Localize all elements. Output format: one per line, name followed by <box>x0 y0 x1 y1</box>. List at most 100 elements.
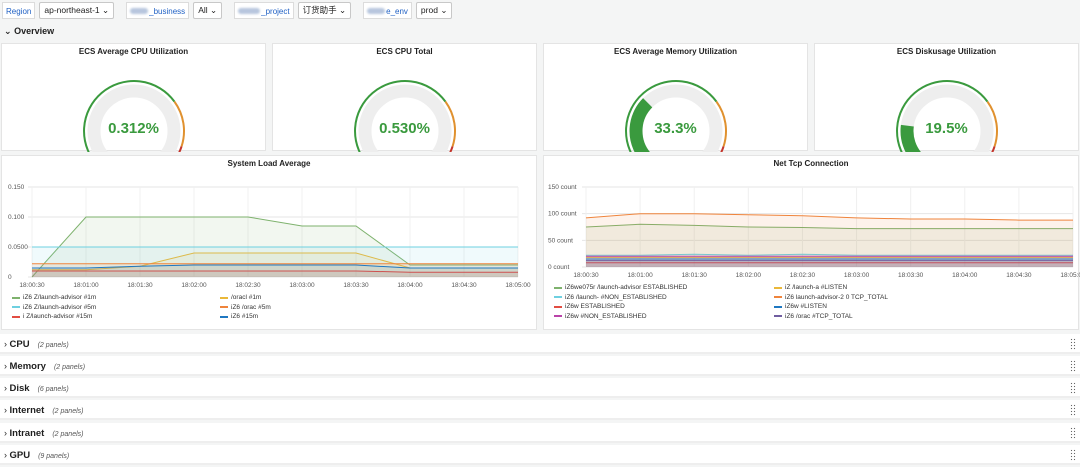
legend-swatch <box>774 286 782 289</box>
legend-swatch <box>774 305 782 308</box>
row-gpu[interactable]: › GPU (9 panels) <box>0 445 1080 465</box>
gauge-track <box>87 84 181 152</box>
row-disk[interactable]: › Disk (6 panels) <box>0 378 1080 398</box>
x-tick-label: 18:01:00 <box>73 282 99 289</box>
legend-item[interactable]: iZ6 /orac #5m <box>220 304 271 311</box>
threshold-green <box>625 80 718 152</box>
legend-item[interactable]: iZ6 /orac #TCP_TOTAL <box>774 313 853 320</box>
net-tcp-panel[interactable]: Net Tcp Connection 150 count 100 count 50 … <box>543 155 1080 330</box>
y-tick-label: 50 count <box>548 237 573 244</box>
legend-label: iZ6w ESTABLISHED <box>565 303 625 310</box>
row-intranet[interactable]: › Intranet (2 panels) <box>0 423 1080 443</box>
legend-item[interactable]: iZ6w ESTABLISHED <box>554 303 625 310</box>
x-tick-label: 18:04:30 <box>451 282 477 289</box>
threshold-orange <box>715 101 727 147</box>
series-area <box>586 256 1073 267</box>
redacted-text <box>367 8 386 15</box>
project-value: 订货助手 <box>302 4 337 15</box>
region-select[interactable]: ap-northeast-1 ⌄ <box>39 1 115 19</box>
system-load-chart: 0.150 0.100 0.0500 0 18:00:30 18:01:00 18:01:3… <box>8 184 531 289</box>
legend-swatch <box>220 315 228 318</box>
row-internet[interactable]: › Internet (2 panels) <box>0 400 1080 420</box>
series-area <box>586 260 1073 267</box>
x-tick-label: 18:04:30 <box>1006 272 1032 279</box>
business-select[interactable]: All ⌄ <box>193 1 223 19</box>
gauge-value-arc <box>629 98 653 152</box>
drag-handle-icon[interactable] <box>1070 427 1076 439</box>
variables-bar: Region ap-northeast-1 ⌄ _business All ⌄ … <box>0 0 1080 20</box>
legend-item[interactable]: i Z/launch-advisor #15m <box>12 313 92 320</box>
x-tick-label: 18:00:30 <box>573 272 599 279</box>
x-tick-label: 18:01:30 <box>127 282 153 289</box>
legend-swatch <box>554 315 562 317</box>
legend-item[interactable]: iZ6w #LISTEN <box>774 303 827 310</box>
legend-item[interactable]: iZ6 /launch- #NON_ESTABLISHED <box>554 294 667 301</box>
redacted-text <box>130 8 149 15</box>
gauge-chart <box>896 80 998 152</box>
drag-handle-icon[interactable] <box>1070 338 1076 350</box>
legend-label: iZ6 /orac #TCP_TOTAL <box>785 312 853 320</box>
row-title: GPU <box>9 450 31 461</box>
gauge-value-arc <box>900 124 921 152</box>
threshold-green <box>896 80 989 152</box>
chevron-down-icon: ⌄ <box>210 4 218 15</box>
gauge-chart <box>625 80 727 152</box>
system-load-panel[interactable]: System Load Average 0.150 0.100 0.0500 0 18:… <box>1 155 537 330</box>
row-cpu[interactable]: › CPU (2 panels) <box>0 334 1080 354</box>
legend-item[interactable]: /oracl #1m <box>220 294 261 301</box>
gauge-panel-memory[interactable]: ECS Average Memory Utilization 33.3% <box>543 43 808 152</box>
x-tick-label: 18:04:00 <box>397 282 423 289</box>
legend-label: iZ6 Z/launch-advisor #5m <box>23 303 97 311</box>
project-label: _project <box>234 1 294 19</box>
project-select[interactable]: 订货助手 ⌄ <box>297 1 352 19</box>
threshold-red <box>449 146 454 152</box>
x-tick-label: 18:03:00 <box>289 282 315 289</box>
row-memory[interactable]: › Memory (2 panels) <box>0 356 1080 376</box>
legend-item[interactable]: iZ6 launch-advisor-2 0 TCP_TOTAL <box>774 294 888 301</box>
x-tick-label: 18:02:30 <box>790 272 816 279</box>
series-area <box>586 262 1073 267</box>
y-tick-label: 150 count <box>548 184 577 191</box>
drag-handle-icon[interactable] <box>1070 360 1076 372</box>
x-tick-label: 18:02:00 <box>736 272 762 279</box>
gauge-value: 19.5% <box>925 120 968 137</box>
business-label-text: _business <box>149 6 186 16</box>
drag-handle-icon[interactable] <box>1070 382 1076 394</box>
env-select[interactable]: prod ⌄ <box>415 1 453 19</box>
drag-handle-icon[interactable] <box>1070 449 1076 461</box>
threshold-orange <box>986 101 998 147</box>
project-label-text: _project <box>261 6 290 16</box>
env-label-text: e_env <box>386 6 408 16</box>
legend-label: iZ6 /orac #5m <box>231 303 271 311</box>
series-line <box>32 270 518 273</box>
overview-row-header[interactable]: ⌄ Overview <box>0 24 54 38</box>
gauge-panel-disk[interactable]: ECS Diskusage Utilization 19.5% <box>814 43 1079 152</box>
series-line <box>32 264 518 269</box>
legend-item[interactable]: iZ6we075r /launch-advisor ESTABLISHED <box>554 284 687 291</box>
legend-item[interactable]: iZ6 #15m <box>220 313 258 320</box>
legend-item[interactable]: iZ6 Z/launch-advisor #1m <box>12 294 96 301</box>
chevron-down-icon: ⌄ <box>339 4 347 15</box>
gauge-panel-cpu-total[interactable]: ECS CPU Total 0.530% <box>272 43 537 152</box>
legend-label: iZ6w #LISTEN <box>785 303 827 310</box>
drag-handle-icon[interactable] <box>1070 404 1076 416</box>
panel-title: ECS CPU Total <box>376 47 433 56</box>
series-area <box>32 271 518 277</box>
row-count: (9 panels) <box>38 453 70 460</box>
legend-label: iZ6 Z/launch-advisor #1m <box>23 294 97 301</box>
threshold-green <box>83 80 176 152</box>
row-title: Disk <box>9 383 30 394</box>
x-tick-label: 18:05:00 <box>1060 272 1080 279</box>
gauge-chart <box>83 80 185 152</box>
threshold-red <box>178 146 183 152</box>
legend-swatch <box>220 306 228 308</box>
row-title: Internet <box>9 405 45 416</box>
legend-item[interactable]: iZ6w #NON_ESTABLISHED <box>554 313 647 320</box>
x-tick-label: 18:02:30 <box>235 282 261 289</box>
legend-swatch <box>554 296 562 298</box>
gauge-panel-cpu-avg[interactable]: ECS Average CPU Utilization 0.312% <box>1 43 266 152</box>
legend-swatch <box>220 296 228 299</box>
legend-item[interactable]: iZ /launch-a #LISTEN <box>774 284 847 291</box>
legend-item[interactable]: iZ6 Z/launch-advisor #5m <box>12 304 96 311</box>
x-tick-label: 18:03:30 <box>898 272 924 279</box>
